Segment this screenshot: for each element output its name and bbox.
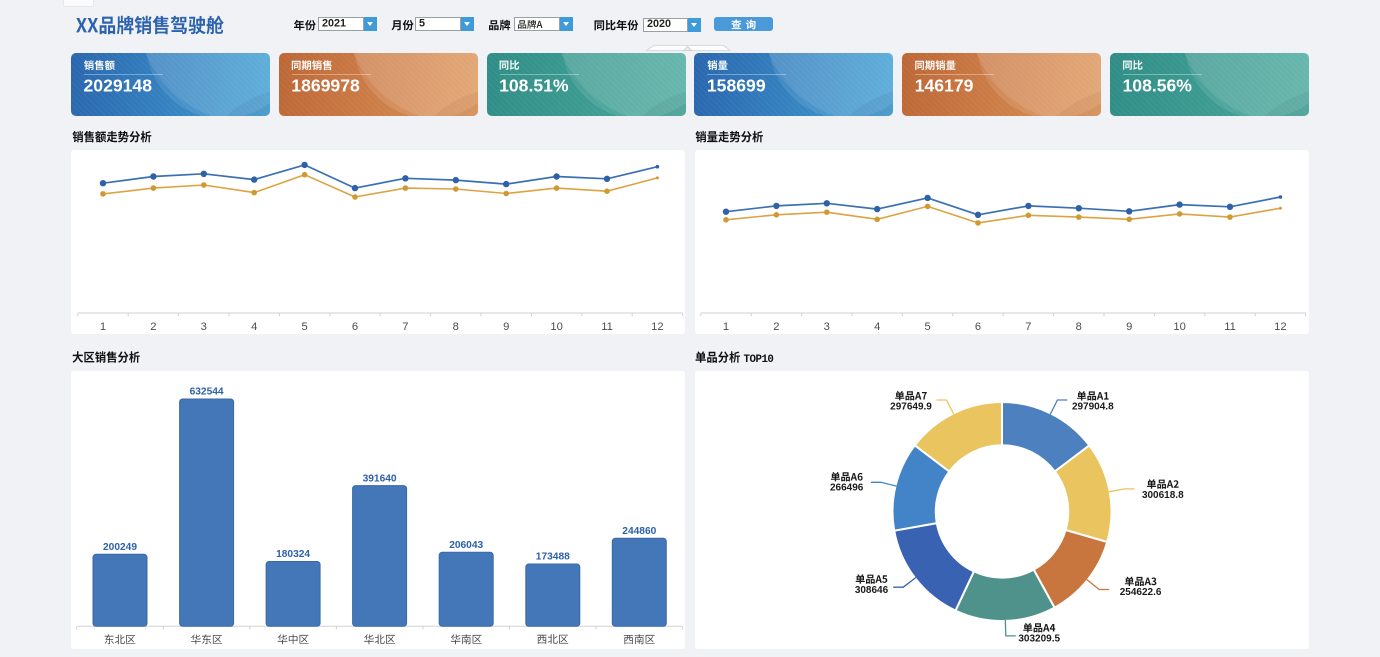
svg-text:173488: 173488: [536, 552, 570, 563]
svg-text:2020: 2020: [647, 18, 671, 30]
svg-text:180324: 180324: [276, 549, 310, 560]
svg-text:108.56%: 108.56%: [1123, 76, 1193, 96]
svg-text:244860: 244860: [622, 526, 656, 537]
svg-text:5: 5: [301, 321, 307, 333]
svg-text:1: 1: [100, 321, 106, 333]
svg-text:2029148: 2029148: [84, 76, 153, 96]
svg-text:206043: 206043: [449, 540, 483, 551]
svg-text:11: 11: [1224, 321, 1236, 333]
svg-text:1: 1: [723, 321, 729, 333]
svg-text:300618.8: 300618.8: [1142, 490, 1184, 501]
svg-text:297649.9: 297649.9: [890, 402, 932, 413]
svg-text:2: 2: [150, 321, 156, 333]
svg-text:9: 9: [1126, 321, 1132, 333]
svg-text:9: 9: [503, 321, 509, 333]
svg-text:8: 8: [453, 321, 459, 333]
svg-text:4: 4: [874, 321, 880, 333]
svg-text:5: 5: [419, 18, 425, 30]
svg-text:158699: 158699: [707, 76, 766, 96]
svg-text:8: 8: [1076, 321, 1082, 333]
svg-text:5: 5: [924, 321, 930, 333]
svg-text:108.51%: 108.51%: [499, 76, 569, 96]
svg-text:200249: 200249: [103, 542, 137, 553]
svg-text:254622.6: 254622.6: [1120, 587, 1162, 598]
svg-text:4: 4: [251, 321, 257, 333]
svg-text:12: 12: [1274, 321, 1286, 333]
svg-text:7: 7: [1025, 321, 1031, 333]
svg-text:7: 7: [402, 321, 408, 333]
svg-text:12: 12: [651, 321, 663, 333]
svg-text:10: 10: [1173, 321, 1185, 333]
svg-text:632544: 632544: [190, 387, 224, 398]
svg-text:6: 6: [975, 321, 981, 333]
svg-text:308646: 308646: [855, 585, 889, 596]
svg-text:146179: 146179: [915, 76, 974, 96]
svg-text:2: 2: [773, 321, 779, 333]
svg-text:297904.8: 297904.8: [1072, 402, 1114, 413]
svg-text:10: 10: [550, 321, 562, 333]
svg-text:TOP10: TOP10: [744, 354, 774, 366]
svg-text:3: 3: [201, 321, 207, 333]
svg-text:303209.5: 303209.5: [1018, 634, 1060, 645]
svg-text:3: 3: [824, 321, 830, 333]
svg-text:2021: 2021: [322, 18, 346, 30]
svg-text:266496: 266496: [830, 483, 864, 494]
svg-text:6: 6: [352, 321, 358, 333]
svg-text:11: 11: [601, 321, 613, 333]
svg-text:391640: 391640: [363, 473, 397, 484]
svg-text:1869978: 1869978: [291, 76, 360, 96]
